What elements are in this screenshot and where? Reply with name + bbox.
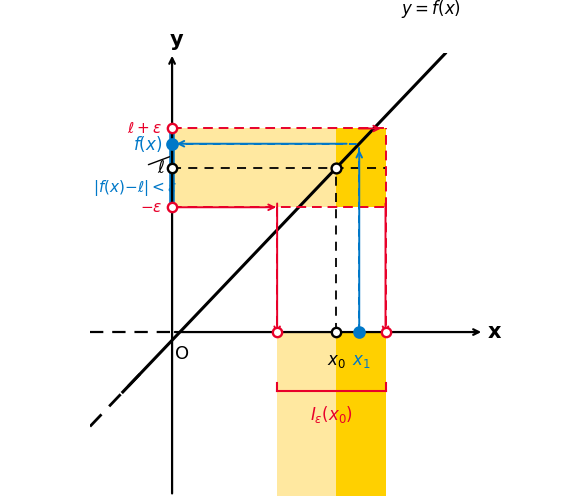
- Text: $x_1$: $x_1$: [351, 352, 370, 370]
- Text: x: x: [487, 322, 501, 342]
- Point: [332, 328, 341, 336]
- Text: $I_\varepsilon(x_0)$: $I_\varepsilon(x_0)$: [310, 404, 353, 425]
- Point: [168, 164, 177, 172]
- Point: [168, 124, 177, 132]
- Point: [273, 328, 282, 336]
- Point: [355, 328, 364, 336]
- Text: $y = f(x)$: $y = f(x)$: [401, 0, 461, 20]
- Point: [381, 328, 390, 336]
- Text: $-\varepsilon$: $-\varepsilon$: [139, 200, 162, 215]
- Text: $|f(x){-}\ell|{<}\varepsilon$: $|f(x){-}\ell|{<}\varepsilon$: [94, 178, 177, 198]
- Text: $\ell$: $\ell$: [157, 159, 165, 177]
- Point: [168, 140, 177, 148]
- Bar: [277, 332, 386, 496]
- Bar: [336, 332, 386, 496]
- Bar: [172, 128, 386, 207]
- Text: $f(x)$: $f(x)$: [133, 134, 162, 154]
- Bar: [336, 128, 386, 207]
- Text: y: y: [170, 29, 184, 50]
- Point: [332, 164, 341, 172]
- Text: O: O: [175, 345, 189, 363]
- Point: [168, 203, 177, 211]
- Text: $x_0$: $x_0$: [327, 352, 346, 370]
- Text: $\ell+\varepsilon$: $\ell+\varepsilon$: [127, 121, 162, 136]
